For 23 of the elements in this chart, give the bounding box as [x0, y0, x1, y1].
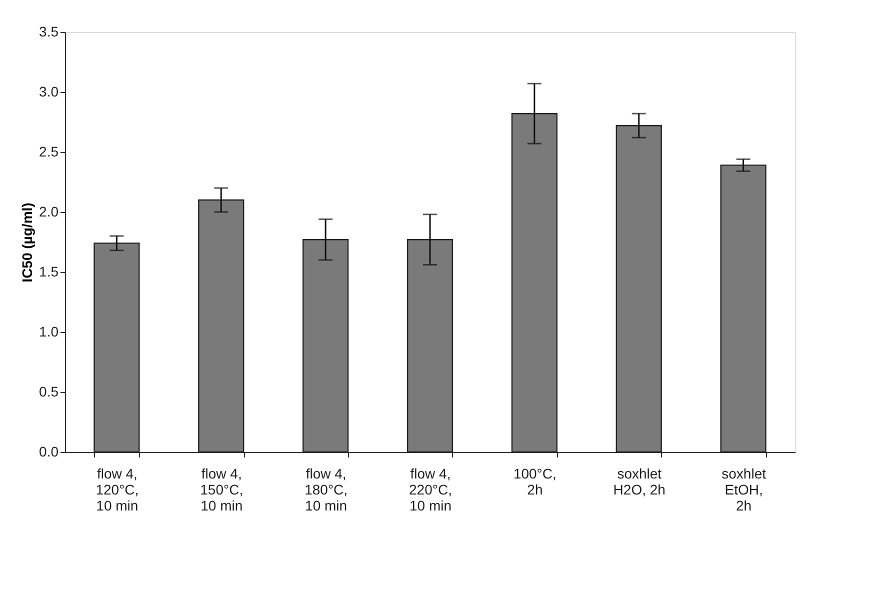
bar	[198, 199, 244, 453]
y-tick-label: 3.0	[39, 84, 59, 100]
y-tick-label: 0.0	[39, 444, 59, 460]
x-tick-label: flow 4, 180°C, 10 min	[304, 466, 348, 514]
x-tick-label: flow 4, 220°C, 10 min	[409, 466, 452, 514]
x-tick-label: soxhlet EtOH, 2h	[722, 466, 766, 514]
y-tick-label: 2.5	[39, 144, 59, 160]
bar	[511, 113, 558, 453]
y-tick-label: 0.5	[39, 384, 59, 400]
bar	[720, 164, 766, 453]
y-tick-label: 2.0	[39, 204, 59, 220]
bar	[94, 242, 140, 453]
y-tick-label: 1.0	[39, 324, 59, 340]
x-tick-label: flow 4, 120°C, 10 min	[96, 466, 139, 514]
bar	[302, 239, 349, 453]
x-tick-label: 100°C, 2h	[513, 466, 556, 498]
bar	[406, 239, 454, 453]
y-axis-title: IC50 (µg/ml)	[19, 202, 36, 282]
x-tick-label: flow 4, 150°C, 10 min	[200, 466, 244, 514]
y-tick-label: 3.5	[39, 24, 59, 40]
x-tick-label: soxhlet H2O, 2h	[613, 466, 666, 498]
y-tick-label: 1.5	[39, 264, 59, 280]
bar	[616, 125, 662, 453]
